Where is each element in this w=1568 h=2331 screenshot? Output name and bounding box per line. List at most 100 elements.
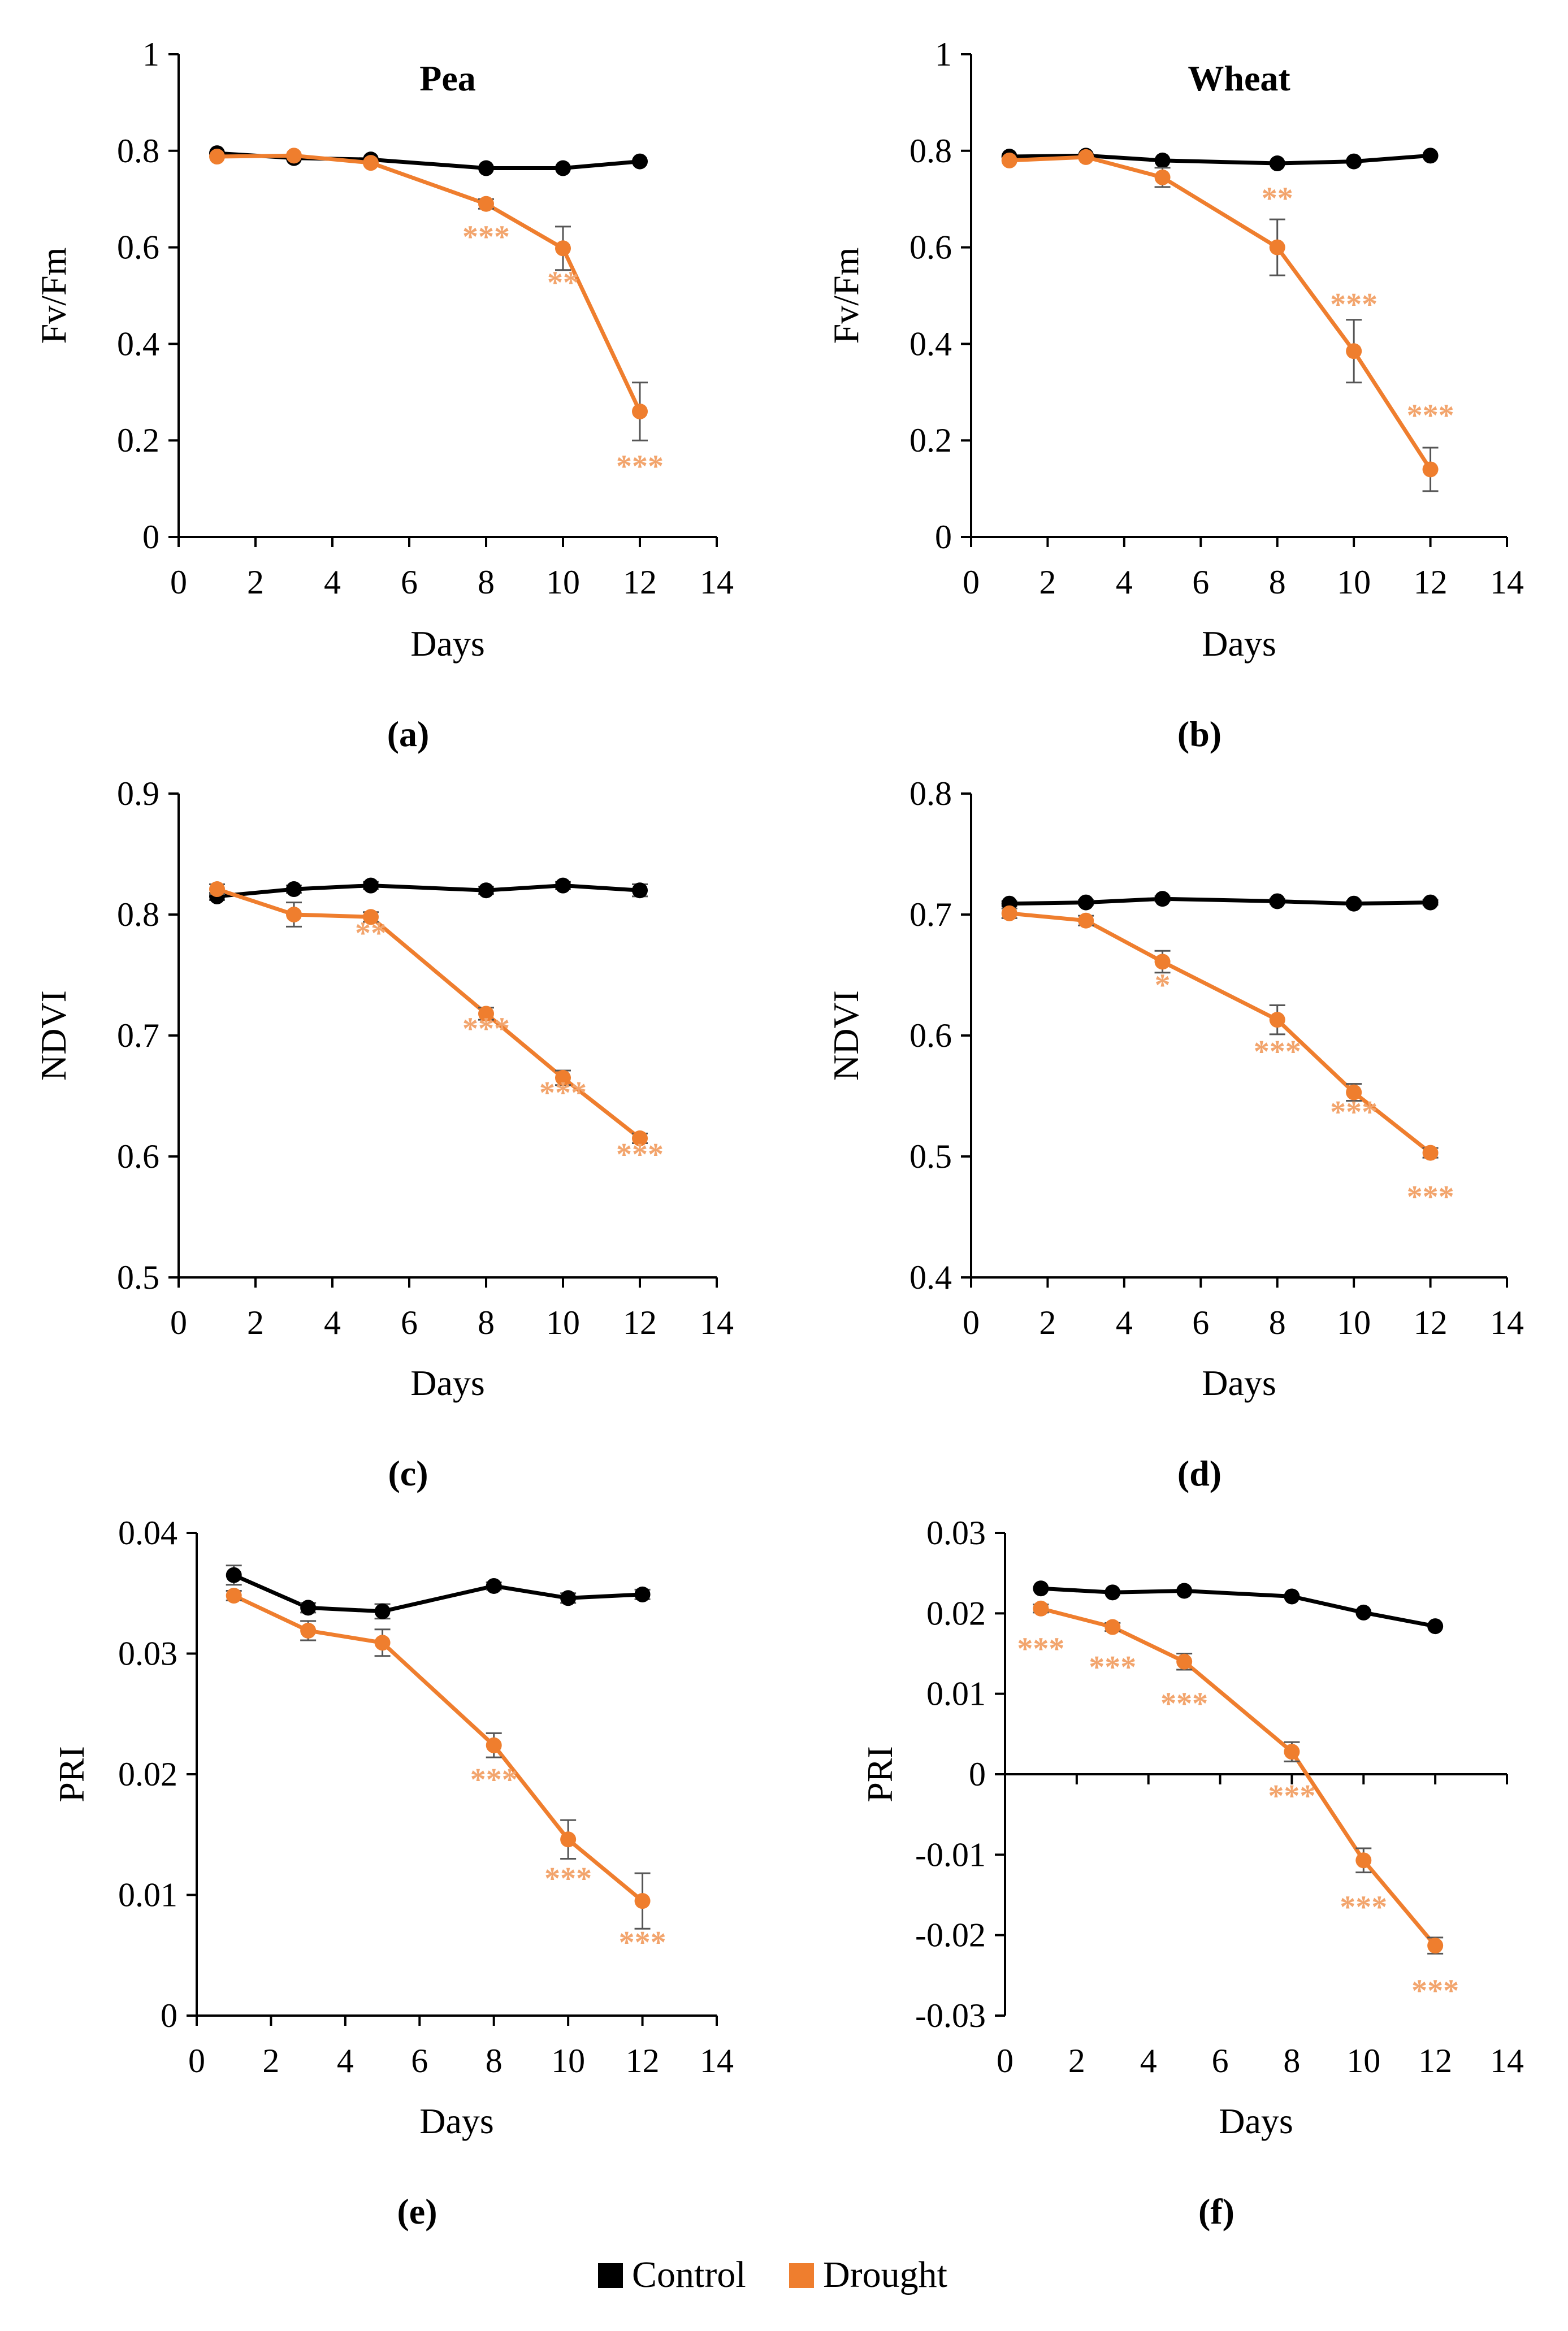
x-tick-label: 4 [1140, 2042, 1157, 2079]
y-tick-label: 0.02 [118, 1756, 177, 1793]
x-tick-label: 6 [1192, 564, 1209, 601]
x-tick-label: 10 [551, 2042, 585, 2079]
x-tick-label: 4 [324, 564, 341, 601]
control-data-point [486, 1578, 502, 1594]
drought-data-point [478, 1006, 494, 1022]
y-axis-title: Fv/Fm [826, 248, 866, 344]
control-data-point [560, 1590, 577, 1606]
panel-label: (d) [1177, 1453, 1222, 1493]
control-data-point [374, 1603, 391, 1619]
control-data-point [363, 877, 379, 894]
x-tick-label: 12 [626, 2042, 660, 2079]
x-tick-label: 0 [188, 2042, 205, 2079]
x-tick-label: 14 [1490, 564, 1524, 601]
legend: Control Drought [598, 2254, 947, 2295]
drought-data-point [1284, 1744, 1300, 1760]
y-tick-label: 0.8 [909, 132, 952, 170]
drought-data-point [209, 881, 225, 898]
control-data-point [1269, 893, 1285, 909]
control-data-point [555, 160, 571, 176]
x-tick-label: 0 [170, 564, 187, 601]
control-data-point [632, 882, 648, 899]
significance-label: *** [1017, 1631, 1064, 1666]
drought-series-line [1040, 1606, 1437, 1947]
x-tick-label: 2 [262, 2042, 279, 2079]
x-tick-label: 6 [1192, 1304, 1209, 1341]
drought-data-point [1346, 343, 1362, 359]
x-tick-label: 6 [401, 1304, 418, 1341]
y-tick-label: 0.4 [909, 325, 952, 362]
y-axis-title: NDVI [33, 990, 73, 1081]
x-tick-label: 2 [1068, 2042, 1085, 2079]
control-data-point [634, 1586, 651, 1602]
drought-data-point [363, 155, 379, 171]
y-axis-title: PRI [860, 1746, 900, 1803]
y-tick-label: 1 [935, 36, 952, 73]
control-data-point [555, 877, 571, 894]
drought-data-point [1154, 169, 1171, 185]
drought-data-point [632, 403, 648, 419]
drought-data-point [1355, 1852, 1372, 1869]
y-tick-label: 1 [142, 36, 159, 73]
x-tick-label: 14 [700, 2042, 734, 2079]
drought-data-point [1078, 912, 1094, 929]
drought-series-line [216, 887, 642, 1140]
drought-data-point [632, 1130, 648, 1146]
drought-series-line [1009, 155, 1432, 471]
significance-label: *** [544, 1861, 592, 1896]
significance-label: ** [1262, 181, 1293, 216]
y-tick-label: 0.2 [909, 422, 952, 459]
drought-series-line [1009, 911, 1432, 1155]
control-data-point [1422, 894, 1439, 911]
control-data-point [1346, 153, 1362, 170]
x-tick-label: 14 [700, 564, 734, 601]
y-axis-title: Fv/Fm [33, 248, 73, 344]
drought-data-point [555, 240, 571, 257]
legend-control-swatch [598, 2263, 623, 2288]
x-tick-label: 2 [1039, 564, 1056, 601]
x-tick-label: 8 [486, 2042, 503, 2079]
control-data-point [478, 882, 494, 899]
y-tick-label: 0.6 [117, 1138, 159, 1175]
x-tick-label: 6 [1212, 2042, 1229, 2079]
drought-data-point [363, 909, 379, 925]
x-tick-label: 10 [546, 564, 580, 601]
drought-data-point [478, 196, 494, 212]
panel-label: (a) [387, 714, 430, 754]
control-data-point [1104, 1584, 1121, 1601]
x-tick-label: 8 [478, 1304, 495, 1341]
y-tick-label: 0.7 [909, 896, 952, 933]
x-tick-label: 4 [337, 2042, 354, 2079]
control-data-point [286, 881, 302, 898]
control-data-point [1355, 1604, 1372, 1621]
x-tick-label: 0 [963, 1304, 980, 1341]
control-series-line [233, 1573, 643, 1614]
drought-data-point [209, 149, 225, 165]
drought-data-point [226, 1588, 242, 1604]
panel-label: (e) [397, 2191, 437, 2232]
drought-data-point [560, 1831, 577, 1848]
x-axis-title: Days [1202, 623, 1276, 664]
control-data-point [1176, 1583, 1193, 1599]
significance-label: ** [547, 266, 579, 301]
y-tick-label: 0.04 [118, 1514, 177, 1552]
y-tick-label: -0.01 [915, 1836, 986, 1873]
significance-label: *** [539, 1076, 587, 1111]
significance-label: *** [470, 1762, 518, 1797]
control-data-point [1427, 1618, 1444, 1635]
y-tick-label: 0.7 [117, 1017, 159, 1054]
significance-label: *** [1407, 1180, 1454, 1215]
x-tick-label: 10 [1337, 564, 1371, 601]
significance-label: *** [616, 1137, 664, 1172]
control-data-point [226, 1567, 242, 1583]
x-tick-label: 4 [1116, 1304, 1133, 1341]
significance-label: *** [1268, 1779, 1315, 1814]
legend-control-label: Control [632, 2254, 746, 2295]
y-tick-label: 0.03 [118, 1635, 177, 1673]
x-tick-label: 0 [170, 1304, 187, 1341]
y-tick-label: 0 [161, 1997, 177, 2034]
drought-data-point [1154, 954, 1171, 970]
x-tick-label: 0 [963, 564, 980, 601]
control-data-point [1269, 155, 1285, 172]
